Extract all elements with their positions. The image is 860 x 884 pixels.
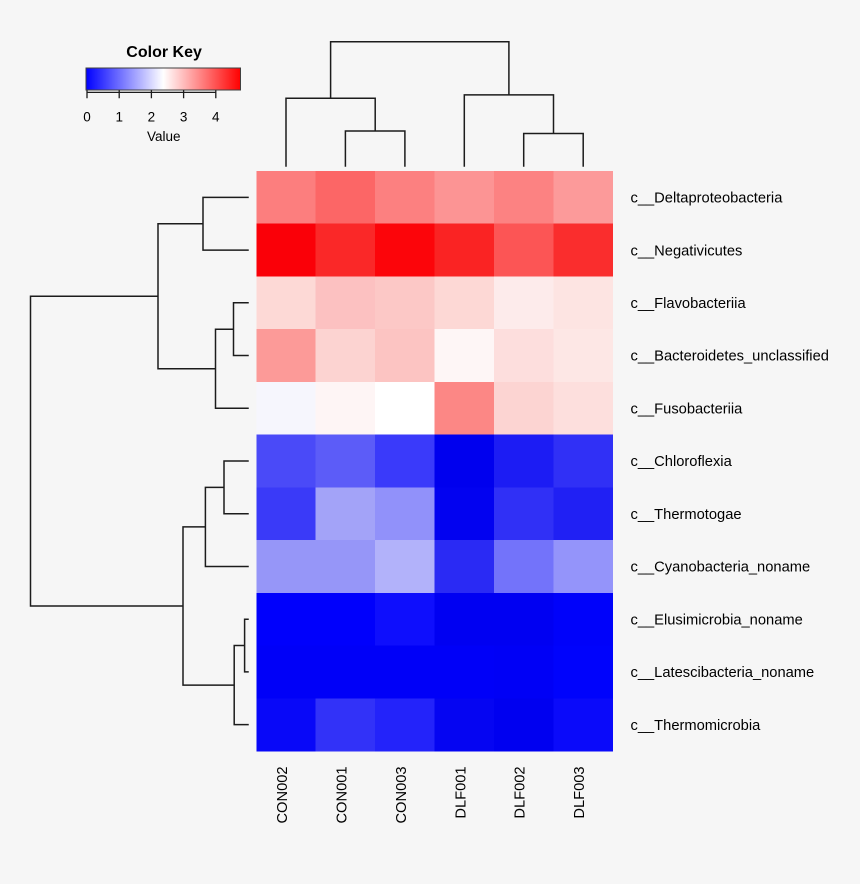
svg-text:c__Chloroflexia: c__Chloroflexia: [631, 454, 733, 470]
svg-text:c__Bacteroidetes_unclassified: c__Bacteroidetes_unclassified: [631, 349, 829, 365]
svg-text:c__Deltaproteobacteria: c__Deltaproteobacteria: [631, 191, 784, 207]
svg-text:Value: Value: [147, 129, 181, 144]
svg-text:DLF001: DLF001: [453, 766, 469, 818]
svg-text:0: 0: [83, 109, 91, 124]
svg-text:DLF002: DLF002: [513, 766, 529, 818]
svg-text:DLF003: DLF003: [572, 766, 588, 818]
svg-text:1: 1: [115, 109, 123, 124]
svg-text:c__Fusobacteriia: c__Fusobacteriia: [631, 402, 744, 418]
svg-text:c__Negativicutes: c__Negativicutes: [631, 243, 743, 259]
svg-text:c__Latescibacteria_noname: c__Latescibacteria_noname: [631, 665, 815, 681]
svg-text:Color Key: Color Key: [126, 44, 202, 61]
svg-text:CON003: CON003: [394, 766, 410, 823]
svg-text:2: 2: [148, 109, 156, 124]
svg-text:4: 4: [212, 109, 220, 124]
svg-text:c__Flavobacteriia: c__Flavobacteriia: [631, 296, 747, 312]
svg-text:CON001: CON001: [334, 766, 350, 823]
svg-text:c__Thermomicrobia: c__Thermomicrobia: [631, 718, 762, 734]
svg-text:c__Thermotogae: c__Thermotogae: [631, 507, 742, 523]
svg-text:CON002: CON002: [275, 766, 291, 823]
svg-text:c__Elusimicrobia_noname: c__Elusimicrobia_noname: [631, 612, 803, 628]
svg-text:3: 3: [180, 109, 188, 124]
svg-text:c__Cyanobacteria_noname: c__Cyanobacteria_noname: [631, 560, 811, 576]
